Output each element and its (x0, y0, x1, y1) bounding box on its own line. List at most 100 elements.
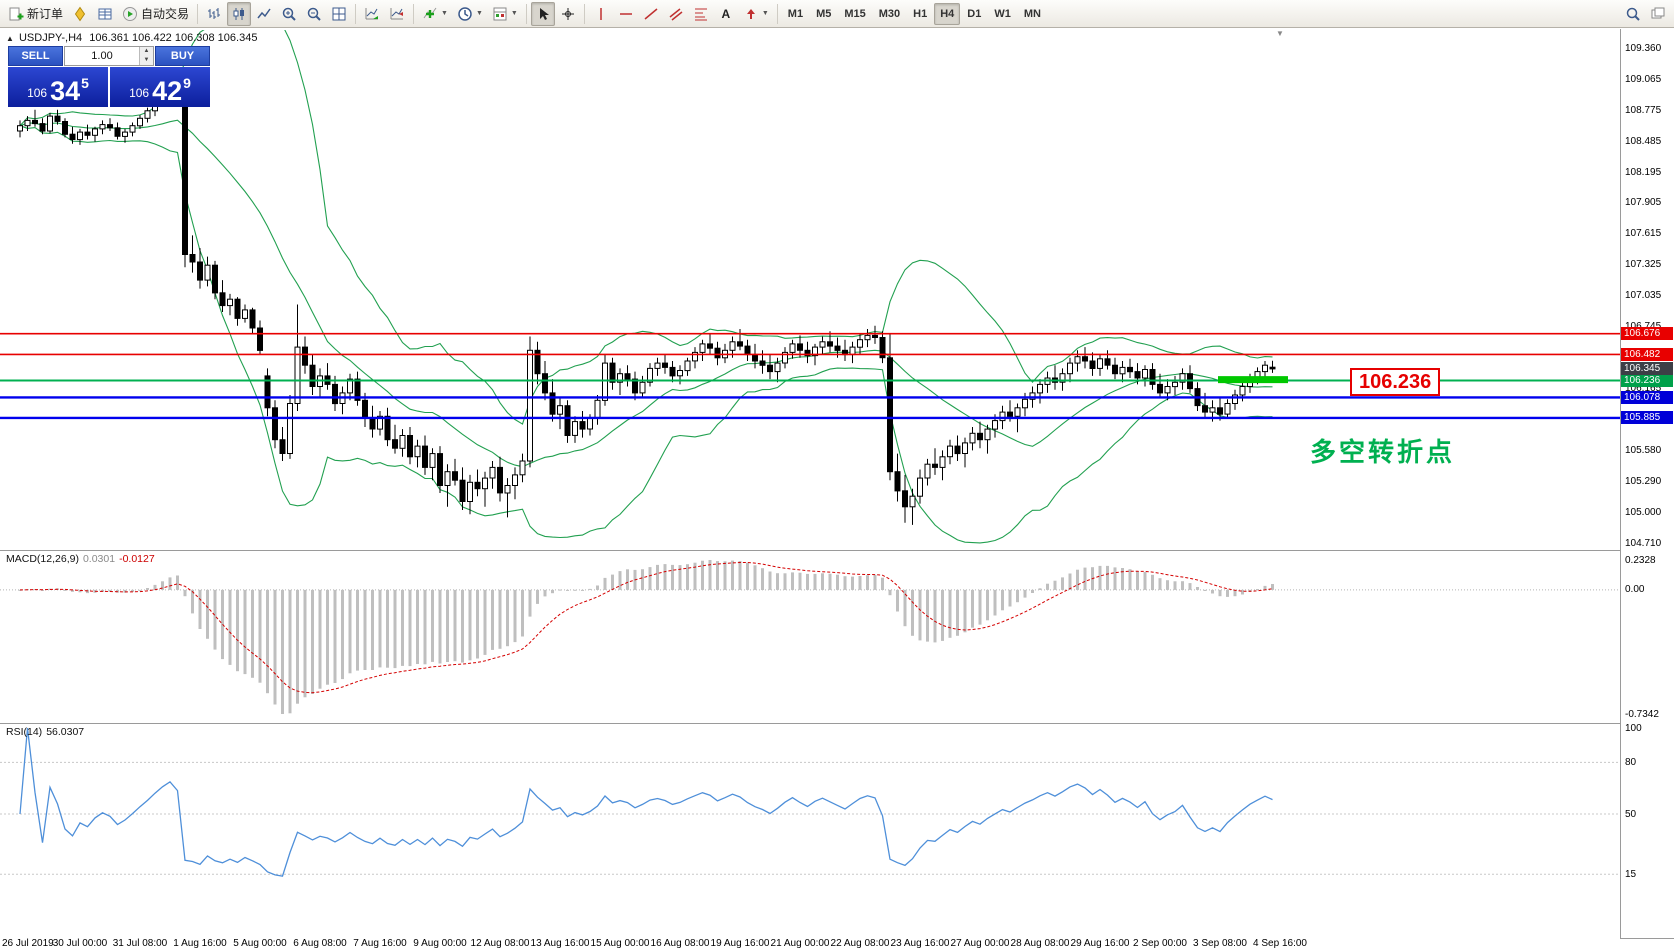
time-axis-label: 2 Sep 00:00 (1133, 938, 1187, 949)
bar-chart-mode-button[interactable] (202, 2, 226, 26)
volume-spinner[interactable]: ▲ ▼ (139, 47, 153, 65)
clock-icon (458, 6, 472, 21)
buy-button[interactable]: BUY (155, 46, 210, 66)
periods-button[interactable]: ▼ (453, 2, 487, 26)
cursor-tool-button[interactable] (530, 1, 555, 26)
time-axis-label: 29 Aug 16:00 (1070, 938, 1130, 949)
horizontal-line-tool-button[interactable] (614, 2, 638, 26)
chevron-down-icon: ▼ (761, 10, 769, 17)
timeframe-m15-button[interactable]: M15 (844, 7, 866, 20)
price-tag: 106.236 (1621, 374, 1673, 387)
panel-separator[interactable] (0, 723, 1674, 724)
crosshair-tool-button[interactable] (556, 2, 580, 26)
bid-price-box[interactable]: 106 34 5 (8, 67, 108, 107)
tile-windows-icon (332, 7, 346, 20)
market-watch-icon (74, 6, 86, 21)
axis-label: 107.615 (1625, 228, 1662, 240)
volume-value: 1.00 (91, 50, 113, 62)
timeframe-m1-button[interactable]: M1 (787, 7, 804, 20)
price-chart-canvas[interactable] (0, 30, 1620, 550)
candlestick-mode-button[interactable] (227, 1, 252, 26)
axis-label: 15 (1625, 868, 1637, 880)
templates-icon (493, 7, 507, 20)
fibonacci-tool-button[interactable] (689, 2, 713, 26)
new-order-button[interactable]: 新订单 (4, 2, 67, 26)
market-watch-button[interactable] (68, 2, 92, 26)
toolbar-separator (197, 3, 199, 24)
axis-label: -0.7342 (1625, 708, 1659, 720)
chevron-down-icon: ▼ (441, 10, 448, 17)
chart-shift-marker-icon[interactable]: ▼ (1276, 29, 1284, 38)
axis-label: 50 (1625, 808, 1637, 820)
channel-tool-button[interactable] (664, 2, 688, 26)
spinner-down-icon[interactable]: ▼ (140, 56, 153, 65)
windows-icon (1651, 7, 1665, 18)
axis-label: 109.065 (1625, 73, 1662, 85)
axis-label: 104.710 (1625, 537, 1662, 549)
time-axis-label: 1 Aug 16:00 (173, 938, 227, 949)
timeframe-m30-button[interactable]: M30 (878, 7, 901, 20)
rsi-panel-canvas[interactable] (0, 723, 1620, 938)
time-axis-label: 9 Aug 00:00 (413, 938, 467, 949)
templates-button[interactable]: ▼ (488, 2, 522, 26)
volume-input[interactable]: 1.00 ▲ ▼ (64, 46, 154, 66)
timeframe-w1-button[interactable]: W1 (994, 7, 1011, 20)
time-axis[interactable]: 26 Jul 2019 30 Jul 00:00 31 Jul 08:00 1 Aug… (0, 938, 1620, 950)
time-axis-label: 19 Aug 16:00 (710, 938, 770, 949)
macd-name: MACD(12,26,9) (6, 553, 79, 565)
toolbar-right-group (1621, 2, 1670, 26)
ask-price-box[interactable]: 106 42 9 (110, 67, 210, 107)
spinner-up-icon[interactable]: ▲ (140, 47, 153, 56)
axis-label: 108.195 (1625, 166, 1662, 178)
vertical-line-tool-button[interactable] (589, 2, 613, 26)
zoom-out-icon (307, 7, 321, 21)
timeframe-h1-button[interactable]: H1 (913, 7, 928, 20)
bar-chart-icon (208, 7, 221, 19)
arrows-tool-button[interactable]: ▼ (739, 2, 773, 26)
indicators-button[interactable]: ▼ (418, 2, 452, 26)
chevron-down-icon: ▼ (475, 10, 483, 17)
price-axis[interactable]: 109.360 109.065 108.775 108.485 108.195 107.9… (1621, 29, 1674, 938)
zoom-in-button[interactable] (277, 2, 301, 26)
axis-label: 105.000 (1625, 506, 1662, 518)
arrow-shape-icon (746, 8, 755, 19)
search-button[interactable] (1621, 2, 1645, 26)
chart-shift-button[interactable] (385, 2, 409, 26)
macd-panel-canvas[interactable] (0, 550, 1620, 723)
line-chart-icon (257, 8, 271, 18)
one-click-trading-panel: SELL 1.00 ▲ ▼ BUY 106 34 5 106 42 9 (8, 46, 210, 107)
line-chart-mode-button[interactable] (252, 2, 276, 26)
windows-button[interactable] (1646, 2, 1670, 26)
timeframe-mn-button[interactable]: MN (1023, 7, 1041, 20)
cursor-icon (539, 7, 549, 20)
time-axis-label: 6 Aug 08:00 (293, 938, 347, 949)
axis-label: 108.485 (1625, 135, 1662, 147)
trendline-tool-button[interactable] (639, 2, 663, 26)
time-axis-label: 15 Aug 00:00 (590, 938, 650, 949)
one-click-toggle-icon[interactable]: ▲ (6, 34, 14, 43)
rsi-indicator-label: RSI(14) 56.0307 (6, 726, 84, 738)
timeframe-d1-button[interactable]: D1 (967, 7, 982, 20)
chevron-down-icon: ▼ (510, 10, 518, 17)
vertical-line-icon (600, 7, 602, 20)
toolbar-separator (776, 3, 778, 24)
data-window-button[interactable] (93, 2, 117, 26)
time-axis-label: 26 Jul 2019 (2, 938, 54, 949)
price-tag: 105.885 (1621, 411, 1673, 425)
panel-separator[interactable] (0, 550, 1674, 551)
sell-button[interactable]: SELL (8, 46, 63, 66)
price-tag: 106.345 (1621, 362, 1673, 376)
time-axis-label: 7 Aug 16:00 (353, 938, 407, 949)
auto-scroll-button[interactable] (360, 2, 384, 26)
tile-windows-button[interactable] (327, 2, 351, 26)
timeframe-m5-button[interactable]: M5 (816, 7, 832, 20)
symbol-name: USDJPY-,H4 (18, 32, 83, 44)
axis-label: 106.165 (1625, 382, 1662, 394)
text-tool-button[interactable]: A (714, 2, 738, 26)
crosshair-icon (561, 7, 574, 20)
zoom-out-button[interactable] (302, 2, 326, 26)
autotrading-button[interactable]: 自动交易 (118, 2, 193, 26)
price-annotation-label: 106.236 (1350, 368, 1441, 396)
timeframe-h4-button[interactable]: H4 (934, 2, 961, 25)
